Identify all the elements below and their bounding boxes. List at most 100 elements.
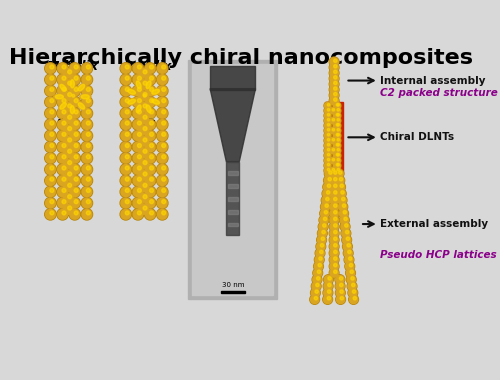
Circle shape [334,133,340,139]
Circle shape [68,206,71,210]
Circle shape [324,128,330,134]
Circle shape [324,275,334,285]
Circle shape [120,141,132,153]
Circle shape [125,87,129,92]
Circle shape [139,125,148,135]
Circle shape [346,230,349,234]
Circle shape [57,119,68,130]
Circle shape [144,85,156,97]
Text: P helix: P helix [124,60,172,73]
Circle shape [150,200,154,204]
Circle shape [328,109,330,111]
Circle shape [335,169,343,178]
Bar [228,223,237,226]
Circle shape [74,144,78,147]
Bar [228,171,237,174]
Circle shape [58,165,68,174]
Circle shape [310,288,320,298]
Circle shape [350,263,352,267]
Circle shape [156,141,168,153]
Circle shape [62,90,74,101]
Circle shape [69,141,80,153]
Circle shape [320,250,323,253]
Bar [228,184,237,188]
Circle shape [320,244,324,247]
Circle shape [322,203,330,211]
Circle shape [352,290,356,293]
Circle shape [68,161,71,165]
Circle shape [121,75,130,84]
Circle shape [68,195,71,199]
Circle shape [330,229,338,238]
Circle shape [158,75,167,84]
Circle shape [324,167,332,174]
Circle shape [62,136,74,147]
Circle shape [336,114,338,116]
Circle shape [146,63,155,73]
Circle shape [121,198,130,208]
Circle shape [328,119,330,121]
Circle shape [334,169,344,179]
Circle shape [68,81,71,85]
Circle shape [57,141,68,153]
Circle shape [138,99,141,103]
Circle shape [138,166,141,170]
Circle shape [150,76,154,80]
Circle shape [334,142,341,149]
Circle shape [146,142,155,152]
Circle shape [82,154,92,163]
Circle shape [347,281,357,291]
Circle shape [143,172,147,176]
Circle shape [334,197,337,201]
Circle shape [162,166,166,170]
Circle shape [334,65,337,68]
Circle shape [64,171,73,180]
Circle shape [138,211,141,215]
Circle shape [318,229,326,238]
Circle shape [132,108,143,119]
Circle shape [162,200,166,204]
Circle shape [44,152,56,164]
Circle shape [330,169,338,178]
Circle shape [86,177,90,181]
Circle shape [121,165,130,174]
Circle shape [334,157,341,164]
Circle shape [62,99,66,103]
Circle shape [334,103,340,109]
Circle shape [69,63,80,74]
Circle shape [138,76,141,80]
Circle shape [336,154,338,156]
Ellipse shape [152,89,160,94]
Circle shape [334,177,337,181]
Circle shape [70,75,80,84]
Circle shape [329,171,332,174]
Circle shape [334,147,340,154]
Circle shape [81,63,92,74]
Circle shape [330,69,338,77]
Circle shape [82,63,92,73]
Circle shape [125,155,129,159]
Circle shape [334,102,341,109]
Circle shape [69,175,80,186]
Circle shape [82,142,92,152]
Circle shape [133,165,143,174]
Circle shape [320,202,330,212]
Circle shape [315,290,318,293]
Circle shape [330,195,339,205]
Circle shape [82,187,92,197]
Circle shape [336,176,344,185]
Circle shape [332,168,334,171]
Circle shape [146,209,155,219]
Circle shape [143,138,147,142]
Circle shape [156,164,168,175]
Circle shape [121,142,130,152]
Circle shape [143,149,147,153]
Circle shape [68,138,71,142]
Circle shape [162,87,166,92]
Circle shape [74,155,78,159]
Circle shape [62,87,66,92]
Circle shape [334,257,337,260]
Circle shape [334,152,340,159]
Circle shape [341,223,349,231]
Circle shape [138,87,141,92]
